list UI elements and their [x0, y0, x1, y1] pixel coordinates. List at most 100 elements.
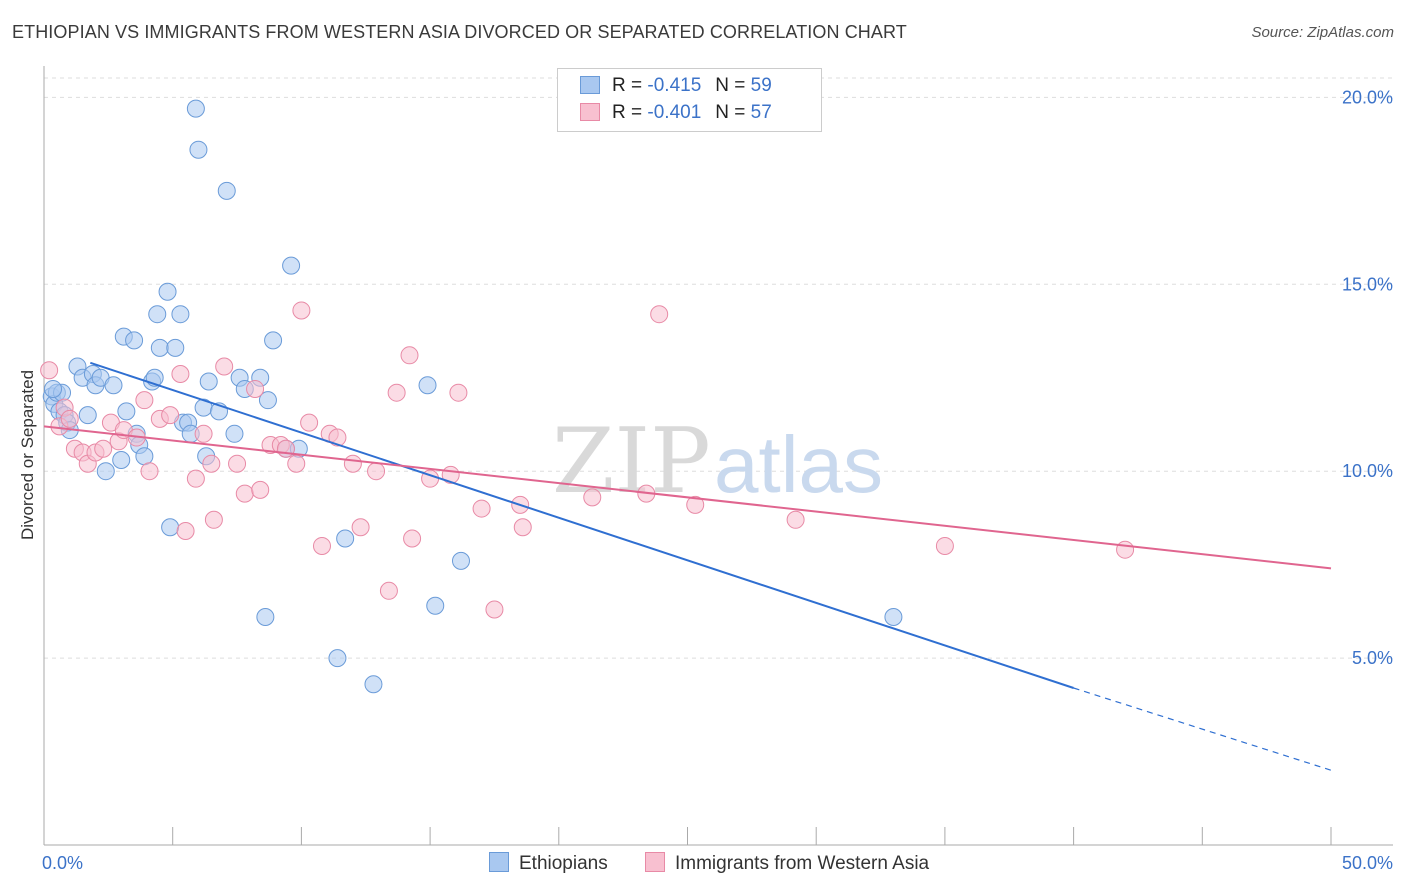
ethiopian-point [96, 462, 115, 481]
bottom-legend-swatch-pink [645, 852, 665, 872]
ethiopian-point [451, 551, 470, 570]
ethiopian-point [418, 376, 437, 395]
y-tick-label: 10.0% [1342, 461, 1393, 481]
western-asia-point [1116, 540, 1135, 559]
ethiopian-point [225, 424, 244, 443]
source-label: Source: ZipAtlas.com [1251, 24, 1394, 41]
western-asia-point [472, 499, 491, 518]
tick-labels: 5.0% 10.0% 15.0% 20.0% 0.0% 50.0% [42, 87, 1393, 873]
trend-lines [43, 361, 1332, 771]
western-asia-point [379, 581, 398, 600]
western-asia-point [186, 469, 205, 488]
bottom-legend-ethiopians: Ethiopians [489, 852, 608, 875]
western-asia-point [94, 439, 113, 458]
ethiopian-point [161, 518, 180, 537]
legend-r-label: R = [612, 75, 643, 96]
western-asia-point [276, 439, 295, 458]
western-asia-point [251, 480, 270, 499]
western-asia-point [343, 454, 362, 473]
western-asia-point [140, 462, 159, 481]
ethiopian-point [166, 338, 185, 357]
legend-n-value: 59 [750, 75, 772, 96]
legend-r-value: -0.415 [647, 75, 702, 96]
western-asia-point [176, 522, 195, 540]
legend: R = -0.415 N = 59 R = -0.401 N = 57 [557, 68, 822, 132]
western-asia-point [204, 510, 223, 529]
legend-r-value: -0.401 [647, 102, 702, 123]
ethiopian-point [336, 529, 355, 548]
western-asia-point [312, 536, 331, 555]
western-asia-point [228, 454, 247, 473]
legend-n-label: N = [715, 75, 746, 96]
western-asia-point [287, 454, 306, 473]
trend-line [90, 361, 1074, 689]
bottom-legend-western-asia: Immigrants from Western Asia [645, 852, 929, 875]
bottom-legend-label: Immigrants from Western Asia [675, 853, 930, 874]
axes [43, 66, 1393, 846]
ethiopian-point [884, 607, 903, 626]
ethiopian-point [158, 282, 177, 301]
y-tick-label: 20.0% [1342, 87, 1393, 107]
ethiopian-point [78, 406, 97, 425]
legend-n-value: 57 [750, 102, 772, 123]
ethiopian-point [328, 649, 347, 668]
y-tick-label: 5.0% [1352, 648, 1393, 668]
western-asia-point [786, 510, 805, 529]
trend-line [43, 425, 1332, 570]
ethiopian-point [171, 305, 190, 324]
ethiopian-point [148, 305, 167, 324]
western-asia-point [60, 409, 79, 428]
bottom-legend-label: Ethiopians [519, 853, 608, 874]
y-tick-label: 15.0% [1342, 274, 1393, 294]
western-asia-point [292, 301, 311, 320]
western-asia-point [135, 391, 154, 410]
legend-row-western-asia: R = -0.401 N = 57 [580, 102, 772, 126]
y-axis-title: Divorced or Separated [18, 370, 37, 540]
western-asia-point [403, 529, 422, 548]
western-asia-point [400, 346, 419, 365]
bottom-legend-swatch-blue [489, 852, 509, 872]
ethiopian-point [135, 447, 154, 466]
ethiopian-point [217, 181, 236, 200]
western-asia-point [935, 536, 954, 555]
data-points [40, 99, 1135, 694]
western-asia-point [367, 462, 386, 481]
x-tick-label: 0.0% [42, 853, 83, 873]
western-asia-point [246, 379, 265, 398]
western-asia-point [583, 488, 602, 507]
ethiopian-point [199, 372, 218, 391]
x-tick-label: 50.0% [1342, 853, 1393, 873]
western-asia-point [328, 428, 347, 447]
trend-line-extension [1073, 687, 1332, 771]
chart-title: ETHIOPIAN VS IMMIGRANTS FROM WESTERN ASI… [12, 22, 907, 42]
ethiopian-point [150, 338, 169, 357]
watermark-atlas: atlas [714, 420, 883, 509]
western-asia-point [387, 383, 406, 402]
ethiopian-point [282, 256, 301, 275]
ethiopian-point [104, 376, 123, 395]
legend-r-label: R = [612, 102, 643, 123]
legend-swatch-blue [580, 76, 600, 94]
western-asia-point [171, 365, 190, 383]
western-asia-point [161, 406, 180, 425]
ethiopian-point [256, 607, 275, 626]
western-asia-point [194, 424, 213, 443]
legend-swatch-pink [580, 103, 600, 121]
western-asia-point [513, 518, 532, 537]
western-asia-point [215, 357, 234, 376]
legend-row-ethiopians: R = -0.415 N = 59 [580, 75, 772, 99]
ethiopian-point [112, 450, 131, 469]
ethiopian-point [426, 596, 445, 615]
western-asia-point [449, 383, 468, 402]
ethiopian-point [44, 379, 63, 398]
western-asia-point [686, 495, 705, 514]
ethiopian-point [258, 391, 277, 410]
western-asia-point [235, 484, 254, 503]
ethiopian-point [117, 402, 136, 421]
ethiopian-point [186, 99, 205, 118]
legend-n-label: N = [715, 102, 746, 123]
ethiopian-point [125, 331, 144, 350]
ethiopian-point [189, 140, 208, 159]
ethiopian-point [264, 331, 283, 350]
